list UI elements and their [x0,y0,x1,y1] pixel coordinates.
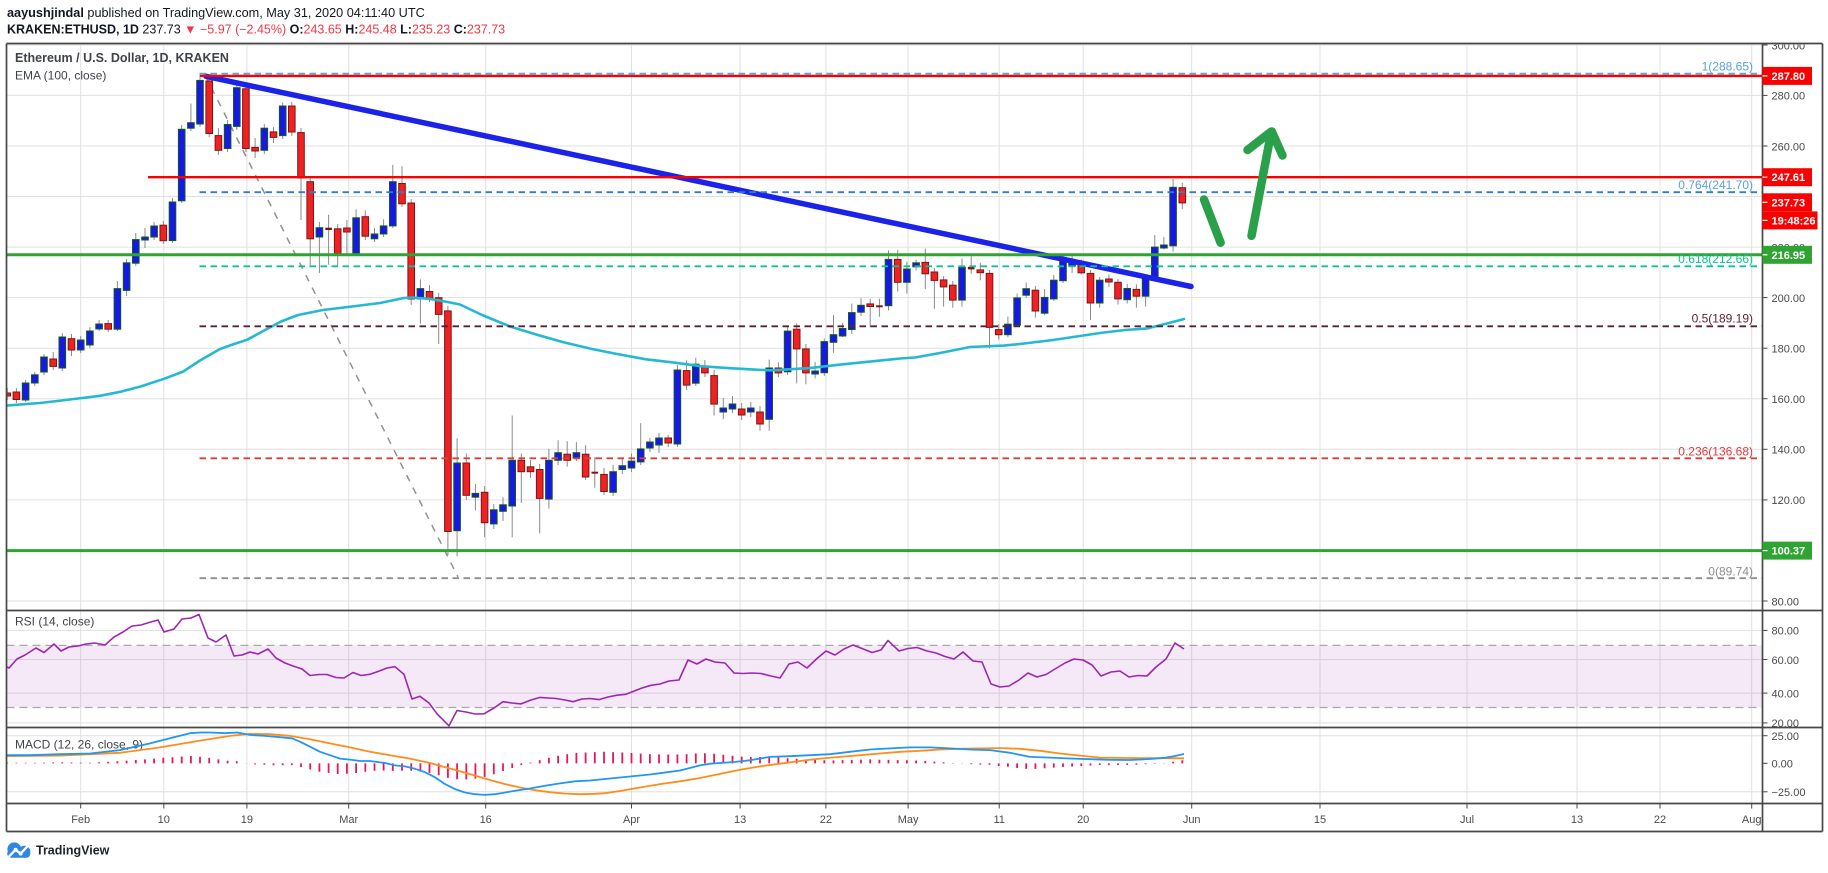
svg-text:EMA (100, close): EMA (100, close) [15,69,106,83]
svg-text:Mar: Mar [339,814,358,826]
svg-text:0(89.74): 0(89.74) [1708,564,1753,578]
svg-text:KRAKEN:ETHUSD, 1D 237.73 ▼ −5: KRAKEN:ETHUSD, 1D 237.73 ▼ −5.97 (−2.45%… [7,23,505,37]
svg-text:aayushjindal published on Trad: aayushjindal published on TradingView.co… [7,6,425,20]
svg-text:100.37: 100.37 [1772,546,1806,558]
svg-text:−25.00: −25.00 [1772,787,1806,799]
svg-text:237.73: 237.73 [1772,197,1806,209]
svg-text:11: 11 [993,814,1004,826]
svg-text:0.236(136.68): 0.236(136.68) [1678,445,1753,459]
svg-text:140.00: 140.00 [1772,445,1806,457]
svg-text:280.00: 280.00 [1772,91,1806,103]
svg-text:80.00: 80.00 [1772,596,1800,608]
svg-text:15: 15 [1314,814,1326,826]
svg-text:13: 13 [734,814,746,826]
svg-text:Jun: Jun [1183,814,1201,826]
svg-text:300.00: 300.00 [1772,40,1806,52]
svg-text:20.00: 20.00 [1772,718,1800,730]
svg-text:60.00: 60.00 [1772,655,1800,667]
svg-text:19: 19 [241,814,253,826]
svg-text:25.00: 25.00 [1772,731,1800,743]
svg-text:Jul: Jul [1460,814,1474,826]
svg-text:20: 20 [1077,814,1089,826]
svg-text:13: 13 [1571,814,1583,826]
svg-text:TradingView: TradingView [36,844,110,858]
svg-text:22: 22 [820,814,832,826]
svg-text:19:48:26: 19:48:26 [1772,215,1816,227]
svg-text:Aug: Aug [1742,814,1762,826]
svg-text:1(288.65): 1(288.65) [1702,59,1753,73]
svg-text:180.00: 180.00 [1772,344,1806,356]
svg-text:Ethereum / U.S. Dollar, 1D, KR: Ethereum / U.S. Dollar, 1D, KRAKEN [15,51,229,65]
svg-text:120.00: 120.00 [1772,495,1806,507]
svg-text:22: 22 [1654,814,1666,826]
svg-text:0.764(241.70): 0.764(241.70) [1678,178,1753,192]
svg-text:Apr: Apr [623,814,640,826]
svg-text:Feb: Feb [71,814,90,826]
svg-text:247.61: 247.61 [1772,172,1806,184]
svg-text:287.80: 287.80 [1772,71,1806,83]
svg-text:260.00: 260.00 [1772,141,1806,153]
svg-text:16: 16 [480,814,492,826]
svg-text:0.5(189.19): 0.5(189.19) [1692,312,1753,326]
svg-text:40.00: 40.00 [1772,688,1800,700]
svg-text:MACD (12, 26, close, 9): MACD (12, 26, close, 9) [15,738,143,752]
svg-text:200.00: 200.00 [1772,293,1806,305]
svg-text:0.00: 0.00 [1772,759,1793,771]
svg-text:RSI (14, close): RSI (14, close) [15,615,94,629]
svg-text:0.618(212.66): 0.618(212.66) [1678,252,1753,266]
svg-text:May: May [898,814,919,826]
svg-text:216.95: 216.95 [1772,250,1806,262]
svg-text:10: 10 [158,814,170,826]
svg-text:160.00: 160.00 [1772,394,1806,406]
svg-text:80.00: 80.00 [1772,626,1800,638]
